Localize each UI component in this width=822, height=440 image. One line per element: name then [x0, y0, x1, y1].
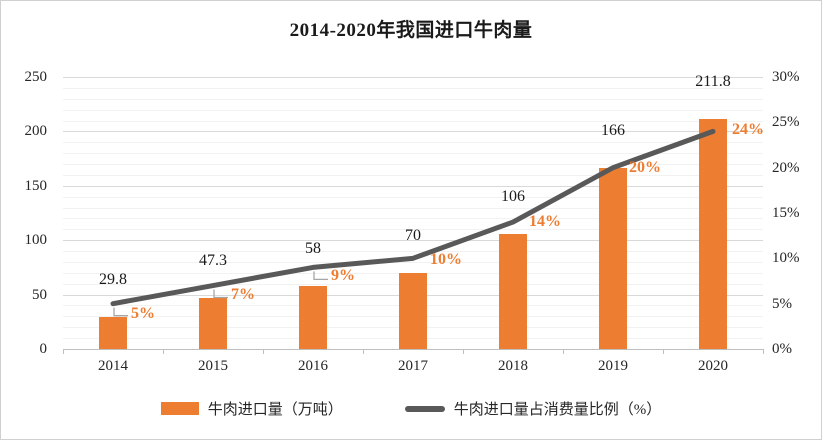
line-percent-label: 20% [629, 158, 661, 176]
legend-item-ratio: 牛肉进口量占消费量比例（%） [404, 398, 662, 419]
chart-title: 2014-2020年我国进口牛肉量 [289, 20, 533, 41]
minor-gridline [63, 218, 763, 220]
x-axis-tick [763, 349, 764, 354]
left-axis-tick-label: 150 [24, 177, 48, 194]
x-axis-category-label: 2016 [298, 358, 328, 374]
left-axis-tick-label: 0 [39, 341, 48, 357]
right-axis-tick-label: 30% [772, 69, 800, 85]
legend-label-imports: 牛肉进口量（万吨） [207, 402, 343, 418]
bar-value-label: 211.8 [695, 72, 731, 90]
x-axis-tick [663, 349, 664, 354]
bar-value-label: 47.3 [199, 251, 227, 269]
legend-item-imports: 牛肉进口量（万吨） [160, 398, 343, 419]
minor-gridline [63, 142, 763, 144]
label-leader-line [113, 307, 128, 317]
bar-value-label: 106 [501, 187, 525, 205]
label-leader-line [213, 289, 228, 299]
line-percent-label: 9% [331, 267, 355, 285]
minor-gridline [63, 207, 763, 209]
x-axis-category-label: 2020 [698, 358, 728, 374]
left-axis-tick-label: 250 [24, 69, 48, 85]
major-gridline [63, 77, 763, 78]
x-axis-tick [63, 349, 64, 354]
line-percent-label: 10% [430, 251, 462, 269]
x-axis-tick [363, 349, 364, 354]
bar-value-label: 58 [305, 239, 321, 257]
right-axis-tick-label: 5% [772, 295, 792, 312]
line-percent-label: 24% [732, 121, 764, 139]
x-axis-category-label: 2015 [198, 358, 228, 374]
right-axis-tick-label: 10% [772, 250, 800, 267]
bar-value-label: 166 [601, 122, 625, 140]
minor-gridline [63, 120, 763, 122]
line-series-swatch [404, 405, 445, 412]
x-axis-tick [163, 349, 164, 354]
bar [199, 297, 227, 349]
right-axis-tick-label: 0% [772, 341, 792, 357]
x-axis-line [63, 349, 764, 350]
legend: 牛肉进口量（万吨） 牛肉进口量占消费量比例（%） [1, 398, 821, 419]
legend-label-ratio: 牛肉进口量占消费量比例（%） [453, 402, 662, 418]
bar-series-swatch [160, 402, 199, 415]
x-axis-category-label: 2018 [498, 358, 528, 374]
bar [499, 233, 527, 349]
right-axis-tick-label: 20% [772, 159, 800, 176]
left-axis-tick-label: 50 [32, 286, 47, 303]
line-percent-label: 5% [131, 304, 155, 322]
minor-gridline [63, 153, 763, 155]
x-axis-tick [263, 349, 264, 354]
minor-gridline [63, 87, 763, 89]
minor-gridline [63, 109, 763, 111]
x-axis-category-label: 2017 [398, 358, 428, 374]
major-gridline [63, 185, 763, 187]
bar [599, 168, 627, 349]
x-axis-category-label: 2014 [98, 358, 128, 374]
major-gridline [63, 131, 763, 133]
right-axis-tick-label: 15% [772, 205, 800, 221]
line-percent-label: 7% [231, 285, 255, 303]
bar [699, 118, 727, 349]
bar [299, 285, 327, 349]
x-axis-category-label: 2019 [598, 358, 628, 374]
left-axis-tick-label: 200 [24, 123, 48, 140]
minor-gridline [63, 98, 763, 100]
x-axis-tick [463, 349, 464, 354]
bar [99, 316, 127, 349]
bar-value-label: 29.8 [99, 270, 127, 288]
bar [399, 272, 427, 349]
right-axis-tick-label: 25% [772, 114, 800, 131]
bar-value-label: 70 [405, 226, 421, 244]
x-axis-tick [563, 349, 564, 354]
minor-gridline [63, 196, 763, 198]
left-axis-tick-label: 100 [24, 232, 48, 249]
line-percent-label: 14% [529, 213, 561, 231]
